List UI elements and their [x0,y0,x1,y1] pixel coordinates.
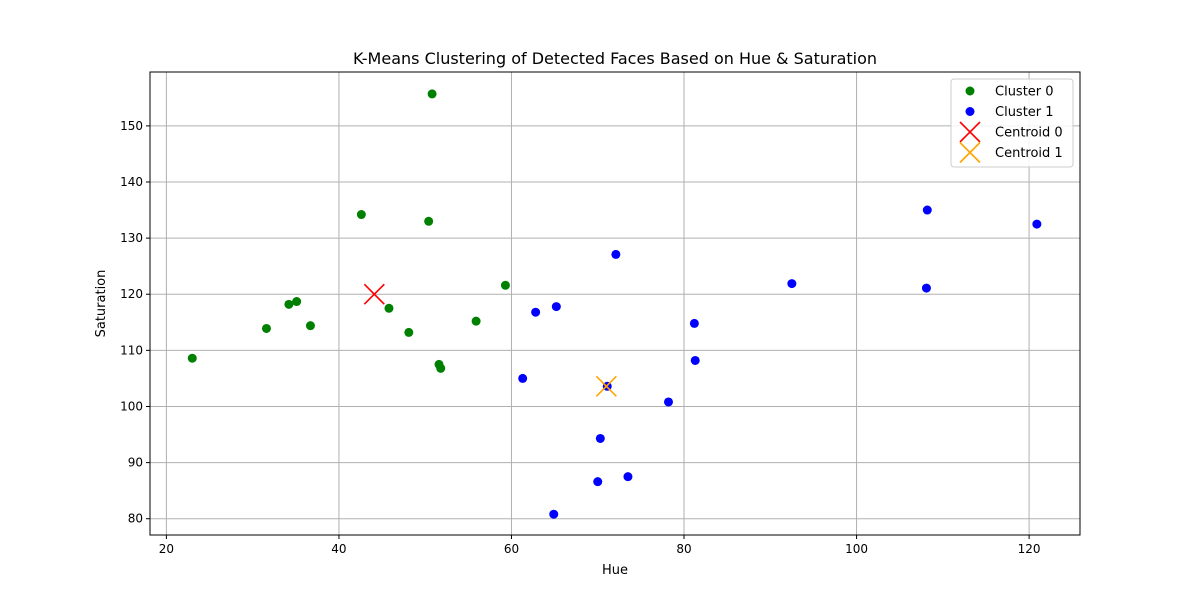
axis-ticks: 20 40 60 80 100 120 80 90 100 110 120 130 140 150 [120,119,1040,556]
cluster-0-point [356,210,366,220]
legend-box [950,78,1074,168]
cluster-1-point [623,472,633,482]
legend-marker-3 [959,141,981,164]
cluster-1-point [531,307,541,317]
x-tick-label: 60 [504,542,519,556]
cluster-0-point [305,321,315,331]
cluster-1-point [690,355,700,365]
data-points [187,89,1042,519]
x-tick-label: 40 [331,542,346,556]
legend: Cluster 0 Cluster 1 Centroid 0 Centroid 1 [950,78,1074,168]
cluster-0-point [384,303,394,313]
y-tick-label: 110 [120,343,143,357]
legend-marker-2 [959,121,981,143]
x-axis-label: Hue [602,563,628,578]
grid-lines [150,72,1080,535]
cluster-0-point [424,216,434,226]
y-axis-label: Saturation [94,270,109,338]
legend-marker-1 [965,107,975,116]
cluster-0-point [292,297,302,307]
cluster-1-point [1032,219,1042,229]
y-tick-label: 140 [120,175,143,189]
cluster-1-point [922,205,932,215]
cluster-0-point [187,353,197,363]
cluster-1-point [689,318,699,328]
cluster-0-point [436,363,446,373]
y-tick-label: 150 [120,119,143,133]
plot-frame [149,71,1081,536]
cluster-1-point [595,433,605,443]
y-tick-label: 100 [120,399,143,413]
x-tick-label: 100 [845,542,868,556]
x-tick-label: 80 [676,542,691,556]
chart-title: K-Means Clustering of Detected Faces Bas… [353,49,877,68]
cluster-0-point [404,327,414,337]
cluster-1-point [787,279,797,289]
cluster-0-point [500,280,510,290]
y-tick-label: 80 [128,512,143,526]
cluster-1-point [921,283,931,293]
cluster-1-point [611,249,621,259]
cluster-1-point [551,302,561,312]
cluster-0-point [427,89,437,99]
legend-label-3: Centroid 1 [995,146,1063,161]
legend-label-1: Cluster 1 [995,105,1054,120]
cluster-0-point [471,316,481,326]
cluster-1-point [593,477,603,487]
legend-label-0: Cluster 0 [995,85,1054,100]
y-tick-label: 90 [128,456,143,470]
cluster-0-point [284,299,294,309]
cluster-1-point [663,397,673,407]
centroid-marker-3 [595,375,617,397]
cluster-1-point [518,373,528,383]
centroid-marker-2 [363,283,385,305]
legend-label-2: Centroid 0 [995,126,1063,141]
x-tick-label: 120 [1018,542,1041,556]
legend-marker-0 [965,86,975,96]
y-tick-label: 130 [120,231,143,245]
cluster-1-point [549,509,559,519]
x-tick-label: 20 [159,542,174,556]
cluster-0-point [261,323,271,333]
y-tick-label: 120 [120,287,143,301]
